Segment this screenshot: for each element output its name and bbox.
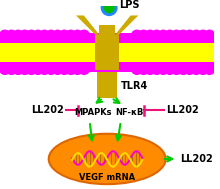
Bar bbox=[0, 33, 214, 43]
Text: LL202: LL202 bbox=[180, 154, 213, 164]
Circle shape bbox=[198, 30, 208, 41]
Circle shape bbox=[39, 64, 50, 74]
Circle shape bbox=[151, 30, 162, 41]
Circle shape bbox=[191, 64, 202, 74]
Circle shape bbox=[66, 64, 76, 74]
Circle shape bbox=[59, 64, 70, 74]
Circle shape bbox=[59, 30, 70, 41]
Polygon shape bbox=[115, 15, 138, 35]
Bar bbox=[0, 43, 214, 62]
Circle shape bbox=[171, 30, 182, 41]
Circle shape bbox=[138, 64, 149, 74]
Circle shape bbox=[198, 64, 208, 74]
Circle shape bbox=[72, 64, 83, 74]
Circle shape bbox=[13, 64, 24, 74]
Circle shape bbox=[184, 64, 195, 74]
Ellipse shape bbox=[49, 134, 166, 184]
Circle shape bbox=[165, 30, 175, 41]
Bar bbox=[99, 25, 115, 35]
Circle shape bbox=[184, 30, 195, 41]
Circle shape bbox=[19, 64, 30, 74]
Circle shape bbox=[158, 64, 169, 74]
Circle shape bbox=[158, 30, 169, 41]
Circle shape bbox=[52, 64, 63, 74]
Text: VEGF mRNA: VEGF mRNA bbox=[79, 173, 135, 181]
Circle shape bbox=[165, 64, 175, 74]
Circle shape bbox=[19, 30, 30, 41]
Bar bbox=[0, 62, 214, 72]
Bar bbox=[97, 72, 117, 98]
Circle shape bbox=[39, 30, 50, 41]
Text: LL202: LL202 bbox=[166, 105, 198, 115]
Circle shape bbox=[46, 30, 57, 41]
Circle shape bbox=[204, 64, 215, 74]
Circle shape bbox=[132, 64, 142, 74]
Circle shape bbox=[0, 64, 10, 74]
Circle shape bbox=[145, 30, 156, 41]
Circle shape bbox=[132, 30, 142, 41]
Bar bbox=[95, 35, 119, 70]
Text: LPS: LPS bbox=[119, 0, 139, 10]
Circle shape bbox=[52, 30, 63, 41]
Circle shape bbox=[0, 30, 10, 41]
Circle shape bbox=[6, 64, 17, 74]
Circle shape bbox=[79, 30, 90, 41]
Text: TLR4: TLR4 bbox=[121, 81, 148, 91]
Circle shape bbox=[191, 30, 202, 41]
Circle shape bbox=[171, 64, 182, 74]
Circle shape bbox=[101, 0, 117, 15]
Circle shape bbox=[33, 30, 43, 41]
Circle shape bbox=[151, 64, 162, 74]
Polygon shape bbox=[76, 15, 99, 35]
Circle shape bbox=[6, 30, 17, 41]
Circle shape bbox=[104, 3, 114, 12]
Circle shape bbox=[178, 30, 189, 41]
Circle shape bbox=[26, 30, 37, 41]
Circle shape bbox=[178, 64, 189, 74]
Circle shape bbox=[79, 64, 90, 74]
Circle shape bbox=[26, 64, 37, 74]
Text: MPAPKs: MPAPKs bbox=[74, 108, 111, 117]
Circle shape bbox=[72, 30, 83, 41]
Circle shape bbox=[66, 30, 76, 41]
Circle shape bbox=[13, 30, 24, 41]
Circle shape bbox=[138, 30, 149, 41]
Circle shape bbox=[204, 30, 215, 41]
Circle shape bbox=[33, 64, 43, 74]
Text: LL202: LL202 bbox=[31, 105, 64, 115]
Circle shape bbox=[145, 64, 156, 74]
Text: NF-κB: NF-κB bbox=[116, 108, 144, 117]
Circle shape bbox=[46, 64, 57, 74]
